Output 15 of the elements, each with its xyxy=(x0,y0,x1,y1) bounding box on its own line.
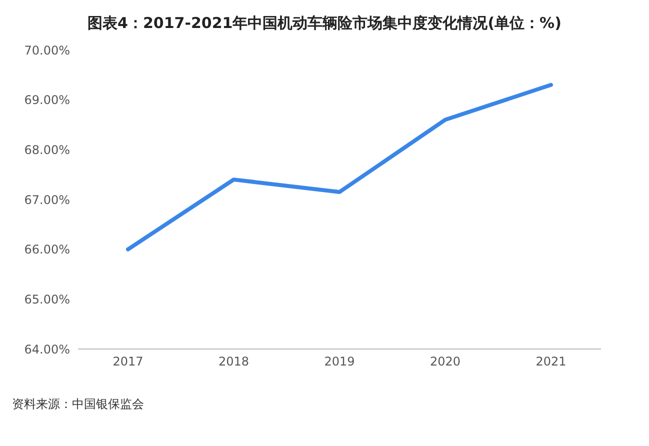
y-tick-label: 65.00% xyxy=(24,292,70,306)
x-tick-label: 2017 xyxy=(112,354,144,369)
x-tick-label: 2019 xyxy=(324,354,355,369)
line-series xyxy=(126,82,553,252)
y-tick-label: 68.00% xyxy=(24,142,70,157)
text: 资料来源：中国银保监会 xyxy=(12,397,144,411)
x-tick-label: 2021 xyxy=(536,354,566,369)
x-tick-label: 2020 xyxy=(430,354,461,369)
y-tick-label: 67.00% xyxy=(24,192,70,207)
y-tick-label: 64.00% xyxy=(24,342,70,356)
y-tick-label: 70.00% xyxy=(24,43,70,58)
chart-title: 图表4：2017-2021年中国机动车辆险市场集中度变化情况(单位：%) xyxy=(86,13,562,34)
y-tick-label: 69.00% xyxy=(24,93,70,108)
x-tick-label: 2018 xyxy=(218,354,250,369)
y-tick-label: 66.00% xyxy=(24,242,70,257)
